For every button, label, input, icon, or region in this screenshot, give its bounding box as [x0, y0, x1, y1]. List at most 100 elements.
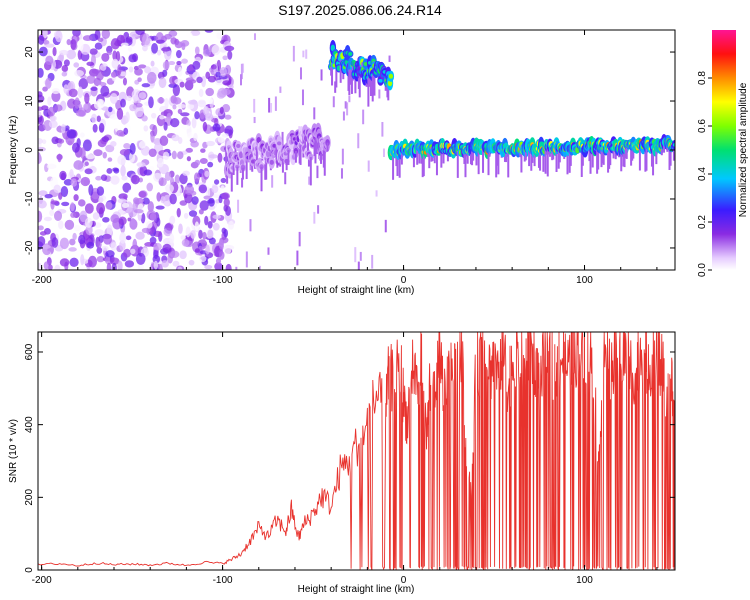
spectrogram-y-tick-label: -10 [24, 191, 35, 206]
weak-signal-tail [232, 155, 235, 175]
snr-line-plot [38, 332, 675, 570]
noise-blob [181, 42, 186, 51]
noise-blob [171, 134, 180, 142]
carrier-signal-tail [669, 145, 672, 166]
noise-blob [187, 103, 195, 110]
noise-blob [83, 103, 89, 110]
noise-blob [61, 71, 68, 77]
noise-blob [217, 135, 225, 144]
noise-blob [186, 32, 193, 39]
noise-blob [85, 225, 93, 236]
noise-blob [192, 60, 201, 70]
noise-blob [194, 159, 201, 166]
offset-signal-tail [348, 69, 351, 96]
carrier-signal-tail [555, 144, 558, 172]
noise-blob [129, 152, 136, 163]
noise-streak [341, 148, 344, 165]
carrier-signal-tail [581, 146, 584, 166]
noise-blob [164, 98, 169, 110]
noise-blob [125, 36, 133, 43]
noise-blob [138, 140, 147, 149]
noise-streak [332, 96, 335, 108]
noise-blob [55, 30, 63, 43]
noise-blob [219, 66, 227, 77]
offset-signal-core [363, 62, 368, 66]
noise-blob [193, 172, 200, 183]
noise-blob [38, 35, 45, 45]
noise-blob [94, 42, 103, 50]
noise-blob [98, 197, 104, 203]
noise-blob [42, 30, 48, 39]
colorbar-tick-label: 0.6 [697, 119, 708, 133]
noise-blob [211, 185, 219, 194]
spectrogram-y-label: Frequency (Hz) [8, 116, 19, 185]
carrier-signal-tail [558, 146, 561, 163]
noise-blob [53, 210, 63, 221]
carrier-signal-tail [539, 150, 542, 171]
noise-blob [49, 209, 55, 216]
noise-blob [199, 255, 207, 263]
carrier-signal-tail [568, 148, 571, 173]
noise-blob [149, 212, 157, 221]
noise-blob [151, 42, 159, 54]
noise-blob [190, 140, 199, 148]
carrier-signal-tail [566, 146, 569, 175]
snr-x-label: Height of straight line (km) [298, 584, 415, 595]
noise-blob [207, 75, 217, 83]
noise-blob [141, 227, 151, 234]
carrier-signal-tail [597, 143, 600, 170]
carrier-signal-tail [638, 144, 641, 171]
noise-blob [98, 122, 105, 133]
noise-blob [150, 60, 155, 67]
noise-blob [208, 154, 219, 159]
noise-blob [61, 123, 66, 134]
colorbar-tick-label: 0.4 [697, 167, 708, 181]
noise-blob [186, 132, 193, 139]
noise-blob [58, 119, 69, 127]
noise-blob [146, 71, 157, 84]
carrier-signal-tail [601, 143, 604, 164]
noise-blob [157, 157, 164, 168]
carrier-signal-tail [497, 146, 500, 175]
noise-blob [176, 207, 181, 218]
noise-blob [86, 61, 95, 66]
noise-blob [169, 215, 176, 225]
noise-blob [127, 217, 132, 222]
noise-blob [227, 50, 233, 60]
noise-blob [208, 197, 215, 207]
noise-blob [130, 248, 136, 255]
noise-blob [168, 61, 176, 66]
noise-blob [63, 179, 73, 186]
noise-blob [188, 79, 197, 84]
noise-blob [43, 261, 49, 270]
noise-blob [100, 174, 108, 181]
noise-blob [161, 260, 169, 268]
noise-streak [313, 211, 316, 224]
noise-blob [191, 117, 197, 129]
snr-y-tick-label: 0 [24, 567, 35, 573]
carrier-signal-tail [624, 147, 627, 159]
colorbar-axes: 0.0 0.2 0.4 0.6 0.8 [697, 71, 712, 277]
noise-blob [177, 103, 187, 109]
colorbar-tick-label: 0.0 [697, 263, 708, 277]
noise-blob [200, 148, 206, 153]
noise-blob [198, 184, 208, 194]
noise-blob [51, 88, 60, 95]
noise-blob [156, 49, 162, 56]
noise-blob [159, 135, 169, 146]
noise-streak [388, 55, 391, 62]
noise-blob [38, 111, 42, 118]
noise-streak [346, 102, 349, 116]
spectrogram-x-tick-label: 100 [576, 275, 593, 286]
noise-blob [38, 106, 44, 111]
noise-blob [170, 250, 180, 258]
noise-blob [223, 244, 232, 255]
noise-streak [317, 205, 320, 214]
noise-streak [267, 247, 270, 255]
noise-blob [77, 86, 83, 99]
noise-blob [197, 100, 207, 108]
noise-blob [73, 224, 81, 232]
noise-blob [92, 212, 100, 220]
noise-streak [378, 89, 381, 99]
carrier-signal-tail [672, 147, 675, 161]
